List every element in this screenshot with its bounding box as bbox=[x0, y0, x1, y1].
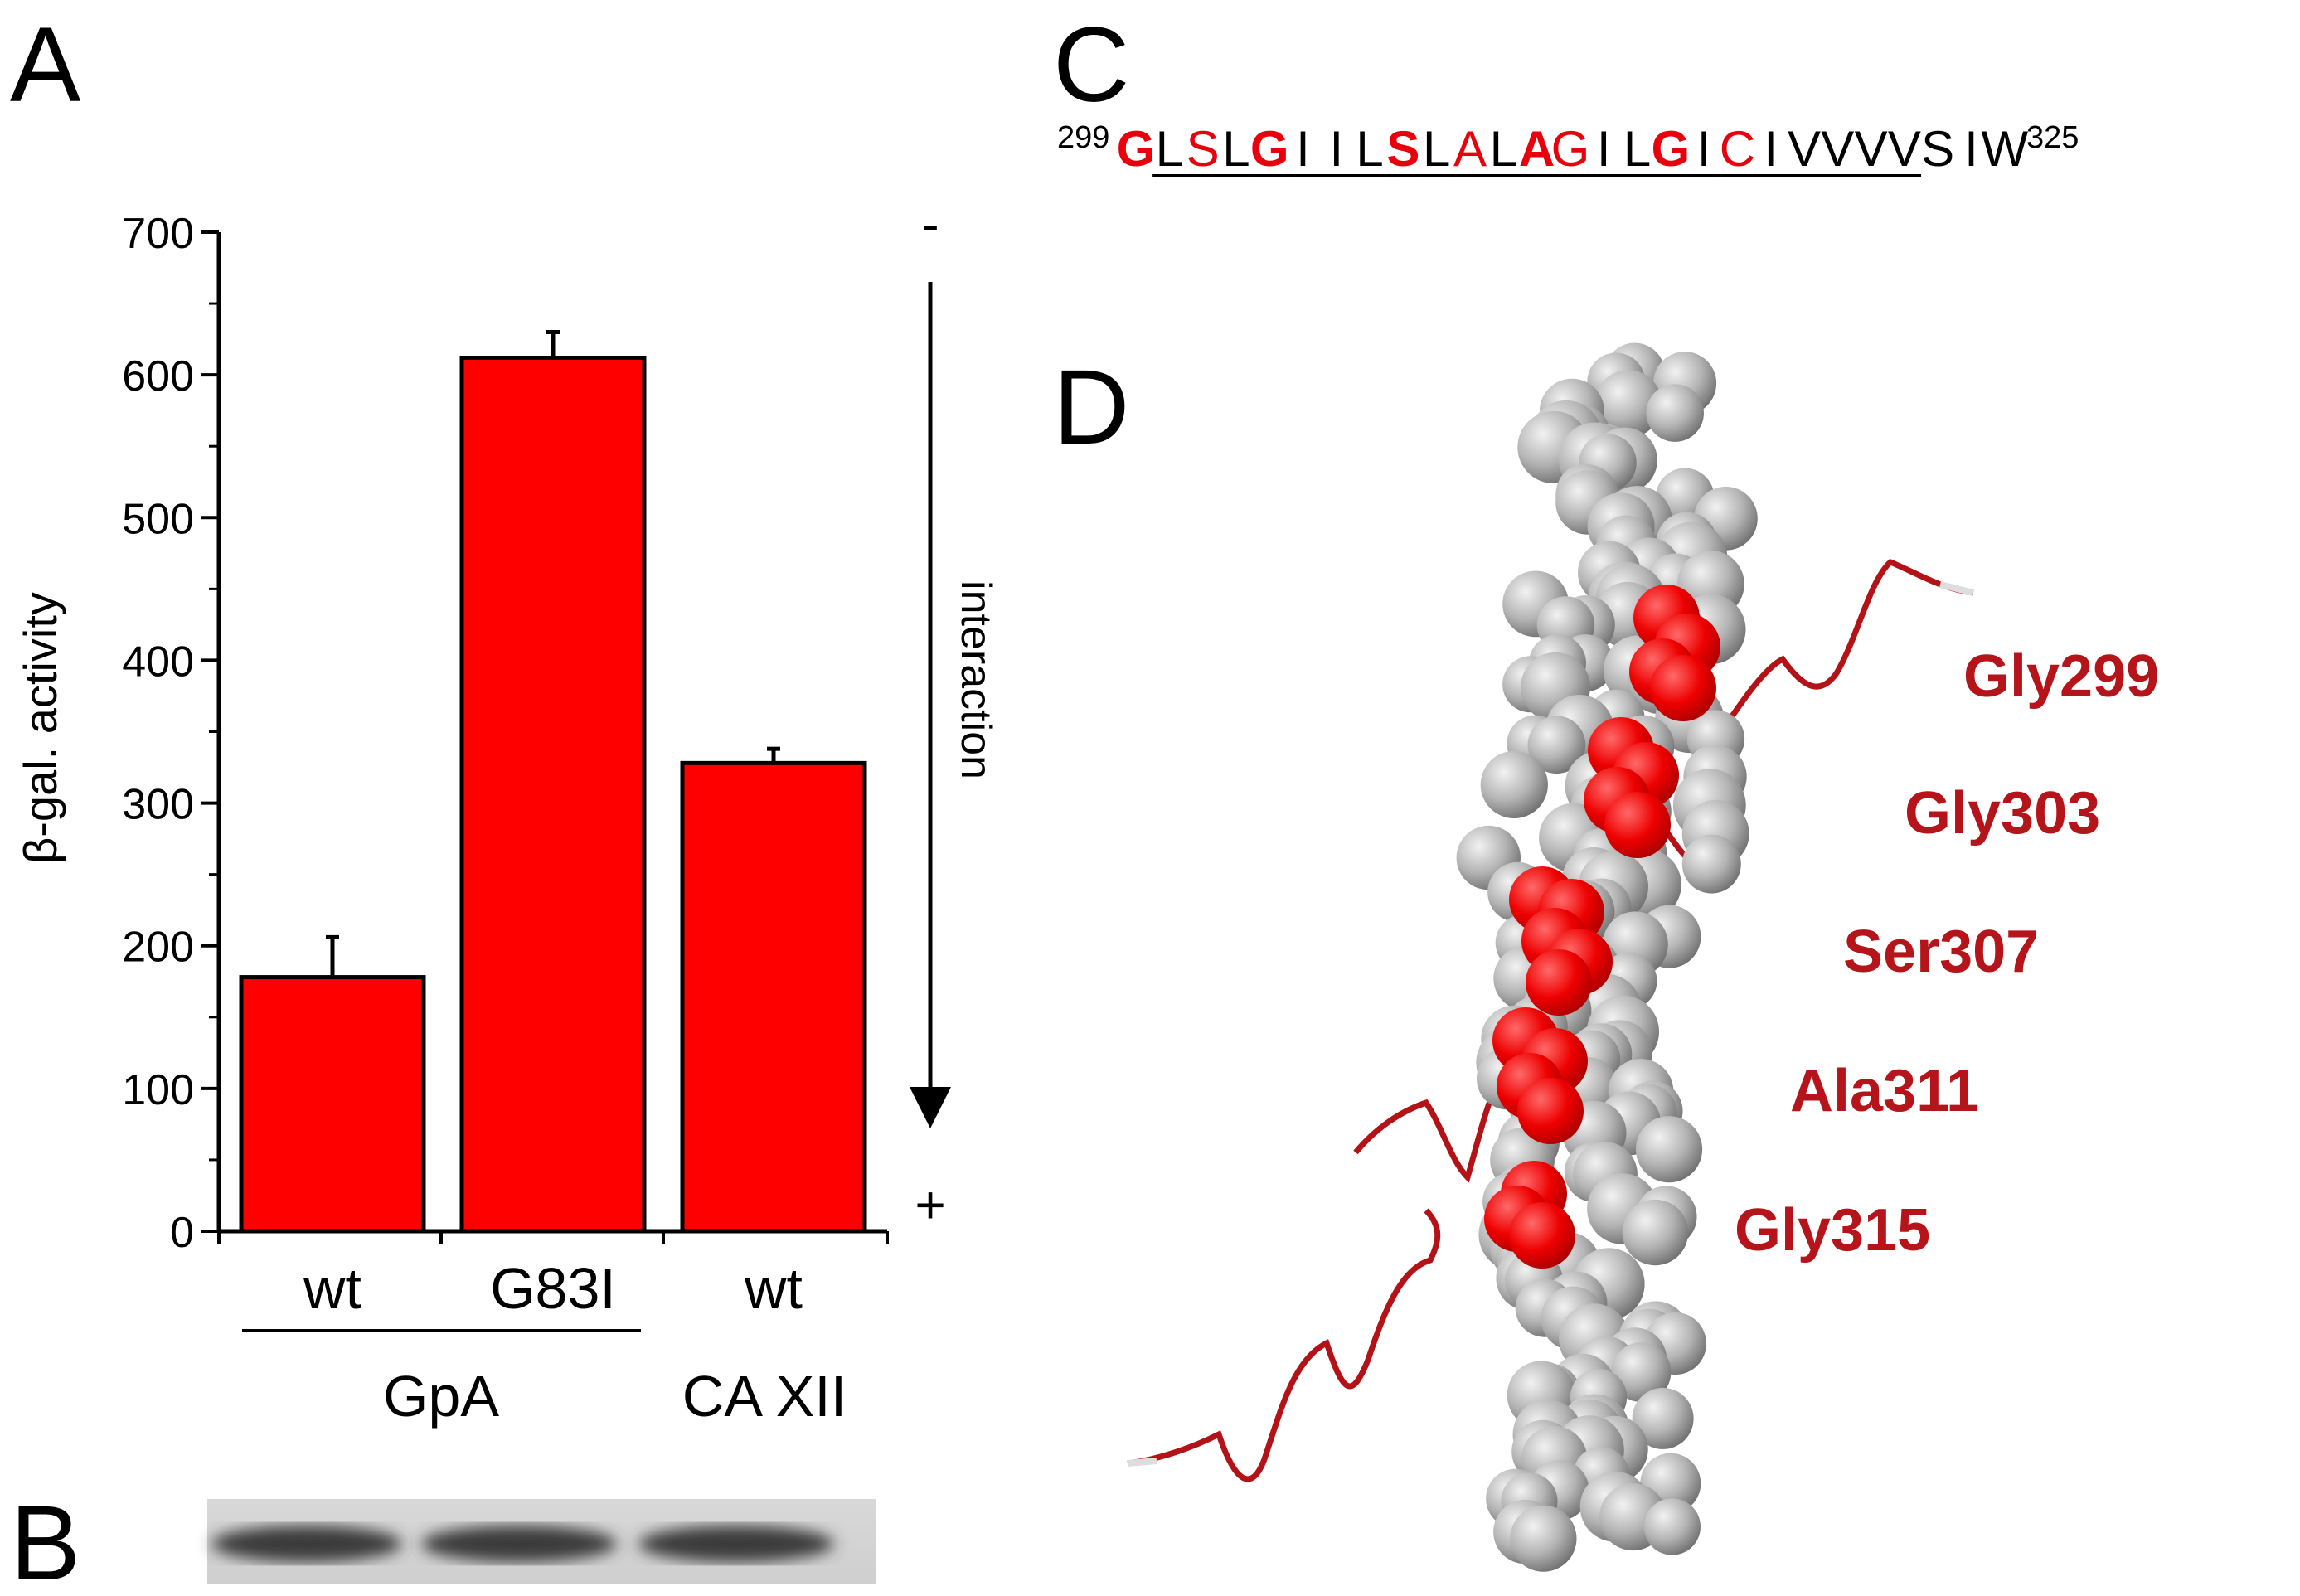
atom-sphere bbox=[1646, 384, 1704, 442]
panel-d-label: D bbox=[1053, 348, 1129, 467]
residue: A bbox=[1519, 121, 1555, 177]
western-blot: B bbox=[10, 1484, 876, 1596]
bar bbox=[680, 760, 867, 1234]
residue: G bbox=[1651, 121, 1690, 177]
highlighted-residue-sphere bbox=[1650, 655, 1716, 721]
x-tick-labels: wt G83I wt bbox=[217, 1231, 889, 1321]
arrow-plus-label: + bbox=[915, 1175, 945, 1235]
y-axis-label: β-gal. activity bbox=[14, 592, 66, 864]
arrow-minus-label: - bbox=[921, 194, 939, 254]
residue-labels: Gly299 Gly303 Ser307 Ala311 Gly315 bbox=[1735, 643, 2159, 1264]
residue-label: Ser307 bbox=[1843, 919, 2039, 985]
highlighted-residue-sphere bbox=[1604, 792, 1671, 858]
y-tick-label: 500 bbox=[122, 495, 194, 543]
y-tick-label: 0 bbox=[170, 1209, 194, 1257]
x-tick-label: wt bbox=[744, 1256, 803, 1321]
y-tick-label: 100 bbox=[122, 1066, 194, 1114]
residue: L bbox=[1356, 121, 1383, 177]
panel-c-label: C bbox=[1053, 6, 1129, 124]
atom-sphere bbox=[1681, 834, 1741, 894]
residue: L bbox=[1623, 121, 1651, 177]
residue-label: Ala311 bbox=[1790, 1058, 1979, 1124]
bar bbox=[459, 355, 647, 1234]
residue: I bbox=[1597, 121, 1611, 177]
atom-sphere bbox=[1622, 1199, 1689, 1266]
residue: L bbox=[1156, 121, 1183, 177]
residue: G bbox=[1117, 121, 1156, 177]
blot-band bbox=[421, 1526, 617, 1562]
residue: I bbox=[1764, 121, 1778, 177]
highlighted-residue-sphere bbox=[1526, 949, 1592, 1016]
bar bbox=[239, 975, 426, 1234]
y-tick-label: 700 bbox=[122, 210, 194, 258]
residue: I bbox=[1329, 121, 1343, 177]
bar-chart: A β-gal. activity 0 100 200 300 400 500 600 700… bbox=[10, 6, 1000, 1429]
group-label-gpa: GpA bbox=[383, 1364, 499, 1429]
atom-sphere bbox=[1643, 1498, 1701, 1555]
panel-a-label: A bbox=[10, 6, 81, 124]
residue: I bbox=[1296, 121, 1310, 177]
interaction-label: interaction bbox=[952, 580, 1000, 779]
residue: A bbox=[1453, 121, 1487, 177]
x-tick-label: wt bbox=[303, 1256, 361, 1321]
residue: S bbox=[1186, 121, 1220, 177]
atom-sphere bbox=[1480, 750, 1548, 819]
structure-panel: D Gly299 Gly303 Ser307 Ala311 Gly315 bbox=[1053, 342, 2159, 1572]
residue: G bbox=[1551, 121, 1590, 177]
sequence-end-number: 325 bbox=[2026, 120, 2079, 155]
residue: I bbox=[1964, 121, 1978, 177]
y-tick-label: 600 bbox=[122, 352, 194, 400]
atom-sphere bbox=[1635, 1116, 1703, 1183]
residue: V bbox=[1855, 121, 1888, 177]
residue: G bbox=[1250, 121, 1289, 177]
atom-sphere bbox=[1611, 1342, 1672, 1402]
atom-sphere bbox=[1510, 1505, 1577, 1572]
bars bbox=[239, 330, 867, 1234]
residue: I bbox=[1697, 121, 1711, 177]
residue: L bbox=[1423, 121, 1450, 177]
residue: L bbox=[1222, 121, 1249, 177]
residue: S bbox=[1921, 121, 1954, 177]
spacefill-model bbox=[1456, 342, 1758, 1572]
group-label-caxii: CA XII bbox=[682, 1364, 847, 1429]
y-tick-label: 400 bbox=[122, 638, 194, 686]
helix-ribbon bbox=[1127, 1208, 1441, 1482]
residue: V bbox=[1888, 121, 1921, 177]
x-tick-label: G83I bbox=[490, 1256, 616, 1321]
residue-label: Gly303 bbox=[1905, 780, 2100, 847]
blot-band bbox=[211, 1526, 402, 1562]
highlighted-residue-sphere bbox=[1509, 1202, 1575, 1269]
residue: L bbox=[1490, 121, 1517, 177]
residue: C bbox=[1720, 121, 1755, 177]
residue-label: Gly299 bbox=[1963, 643, 2159, 710]
residue: S bbox=[1386, 121, 1419, 177]
residue: V bbox=[1788, 121, 1821, 177]
atom-sphere bbox=[1632, 1387, 1694, 1449]
helix-end bbox=[1127, 1458, 1157, 1467]
helix-end bbox=[1939, 581, 1974, 596]
y-tick-label: 300 bbox=[122, 781, 194, 829]
residue-label: Gly315 bbox=[1735, 1197, 1930, 1264]
y-ticks: 0 100 200 300 400 500 600 700 bbox=[122, 210, 219, 1257]
panel-b-label: B bbox=[10, 1484, 80, 1596]
y-tick-label: 200 bbox=[122, 924, 194, 972]
residue: W bbox=[1981, 121, 2028, 177]
atom-sphere bbox=[1594, 370, 1662, 438]
highlighted-residue-sphere bbox=[1517, 1078, 1584, 1144]
blot-band bbox=[638, 1526, 834, 1562]
atom-sphere bbox=[1527, 716, 1586, 774]
sequence-start-number: 299 bbox=[1057, 120, 1109, 155]
residue: V bbox=[1821, 121, 1854, 177]
helix-ribbon bbox=[1697, 558, 1974, 765]
